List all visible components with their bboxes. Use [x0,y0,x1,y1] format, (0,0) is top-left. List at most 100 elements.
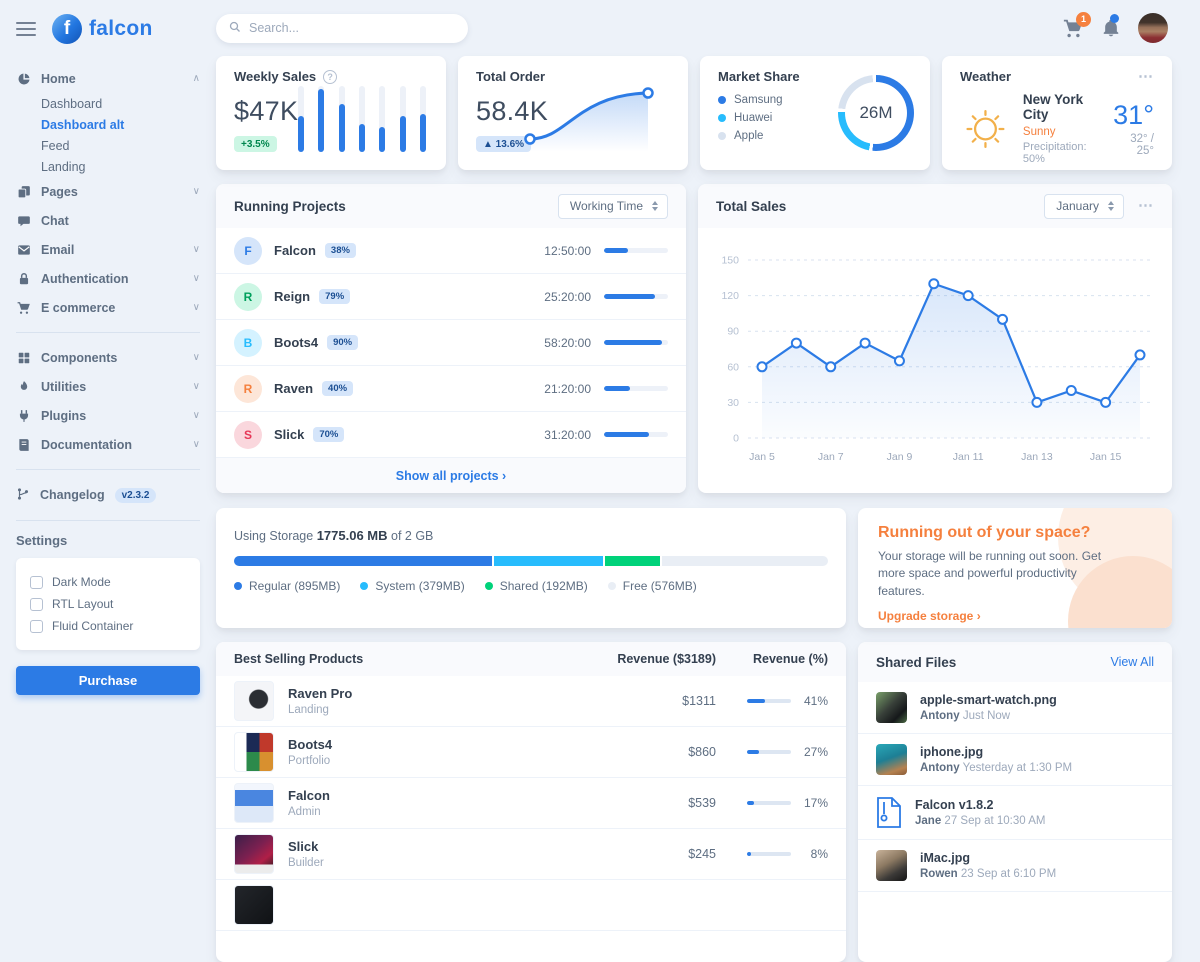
rtl-layout-toggle[interactable]: RTL Layout [30,593,186,615]
product-thumbnail [234,681,274,721]
product-row[interactable]: Boots4 Portfolio $860 27% [216,727,846,778]
book-icon [16,438,31,452]
svg-text:30: 30 [727,397,739,409]
falcon-logo-icon: f [52,14,82,44]
project-name[interactable]: Raven [274,381,314,396]
storage-card: Using Storage 1775.06 MB of 2 GB Regular… [216,508,846,628]
fire-icon [16,380,31,394]
checkbox-icon[interactable] [30,619,43,633]
svg-text:0: 0 [733,433,739,445]
view-all-link[interactable]: View All [1110,655,1154,669]
user-avatar[interactable] [1138,13,1168,43]
dark-mode-toggle[interactable]: Dark Mode [30,571,186,593]
sidebar-item-chat[interactable]: Chat [16,206,200,235]
checkbox-icon[interactable] [30,597,43,611]
svg-text:Jan 7: Jan 7 [818,451,844,463]
product-row[interactable]: Falcon Admin $539 17% [216,778,846,829]
storage-segment [234,556,492,566]
working-time-select[interactable]: Working Time [557,193,668,219]
file-thumbnail [876,744,907,775]
weekly-sales-card: Weekly Sales ? $47K +3.5% [216,56,446,170]
sidebar-item-authentication[interactable]: Authentication ∨ [16,264,200,293]
svg-text:150: 150 [721,255,739,267]
sidebar-item-landing[interactable]: Landing [41,159,86,174]
checkbox-icon[interactable] [30,575,43,589]
settings-heading: Settings [16,533,68,548]
project-row[interactable]: R Reign 79% 25:20:00 [216,274,686,320]
product-row[interactable]: Slick Builder $245 8% [216,829,846,880]
market-share-card: Market Share Samsung Huawei Apple 26M [700,56,930,170]
project-row[interactable]: F Falcon 38% 12:50:00 [216,228,686,274]
purchase-button[interactable]: Purchase [16,666,200,695]
legend-dot [360,582,369,590]
project-percent-badge: 38% [324,243,356,258]
upgrade-storage-link[interactable]: Upgrade storage › [878,609,981,624]
month-select[interactable]: January [1044,193,1124,219]
sidebar-item-components[interactable]: Components ∨ [16,343,200,372]
legend-dot [718,96,726,104]
file-row[interactable]: iMac.jpg Rowen 23 Sep at 6:10 PM [858,840,1172,892]
more-options-icon[interactable]: ⋯ [1138,67,1154,85]
sidebar-item-plugins[interactable]: Plugins ∨ [16,401,200,430]
chat-icon [16,214,31,228]
legend-item: Samsung [718,94,912,106]
file-row[interactable]: iphone.jpg Antony Yesterday at 1:30 PM [858,734,1172,786]
legend-item: Huawei [718,112,912,124]
revenue-percent-bar [747,699,791,703]
project-name[interactable]: Falcon [274,243,316,258]
running-projects-title: Running Projects [234,198,346,214]
sort-arrows-icon [1108,201,1114,211]
shared-files-title: Shared Files [876,654,957,670]
weather-temperature: 31° [1113,100,1154,130]
question-circle-icon[interactable]: ? [323,69,338,84]
more-options-icon[interactable]: ⋯ [1138,197,1154,214]
sidebar-item-home[interactable]: Home ∧ [16,64,200,93]
product-row[interactable]: Raven Pro Landing $1311 41% [216,676,846,727]
project-avatar: R [234,282,262,311]
project-row[interactable]: R Raven 40% 21:20:00 [216,366,686,412]
search-box[interactable] [216,13,468,43]
product-row[interactable] [216,880,846,931]
notifications-button[interactable] [1101,14,1121,38]
project-name[interactable]: Slick [274,427,305,442]
svg-text:120: 120 [721,290,739,302]
product-thumbnail [234,783,274,823]
weather-city: New York City [1022,92,1084,122]
sidebar-item-utilities[interactable]: Utilities ∨ [16,372,200,401]
project-row[interactable]: S Slick 70% 31:20:00 [216,412,686,458]
legend-item: Regular (895MB) [234,579,340,593]
sidebar-item-feed[interactable]: Feed [41,138,70,153]
svg-text:Jan 13: Jan 13 [1021,451,1053,463]
chevron-down-icon: ∨ [192,186,200,197]
sidebar-item-dashboard-alt[interactable]: Dashboard alt [41,117,125,132]
chevron-down-icon: ∨ [192,302,200,313]
fluid-container-toggle[interactable]: Fluid Container [30,615,186,637]
file-row[interactable]: apple-smart-watch.png Antony Just Now [858,682,1172,734]
sidebar-item-documentation[interactable]: Documentation ∨ [16,430,200,459]
show-all-projects-link[interactable]: Show all projects › [395,468,507,483]
sidebar-item-dashboard[interactable]: Dashboard [41,96,103,111]
sidebar-item-ecommerce[interactable]: E commerce ∨ [16,293,200,322]
weather-condition: Sunny [1022,126,1056,138]
storage-segment [662,556,828,566]
sidebar-item-changelog[interactable]: Changelog v2.3.2 [16,480,200,510]
svg-text:Jan 11: Jan 11 [953,451,984,463]
cart-button[interactable]: 1 [1063,11,1091,39]
file-row[interactable]: Falcon v1.8.2 Jane 27 Sep at 10:30 AM [858,786,1172,840]
search-input[interactable] [249,21,455,35]
code-branch-icon [16,487,30,504]
project-name[interactable]: Boots4 [274,335,319,350]
project-row[interactable]: B Boots4 90% 58:20:00 [216,320,686,366]
storage-used: 1775.06 MB [316,528,388,543]
sidebar-item-email[interactable]: Email ∨ [16,235,200,264]
percent-column-header: Revenue (%) [752,652,828,666]
version-badge: v2.3.2 [114,487,157,503]
hamburger-menu-icon[interactable] [16,18,36,40]
falcon-logo[interactable]: f falcon [52,14,153,44]
project-name[interactable]: Reign [274,289,311,304]
weather-precipitation: Precipitation: 50% [1022,141,1087,165]
market-share-donut-chart: 26M [838,75,914,151]
file-thumbnail [876,692,907,723]
project-progress-bar [604,340,668,345]
sidebar-item-pages[interactable]: Pages ∨ [16,177,200,206]
